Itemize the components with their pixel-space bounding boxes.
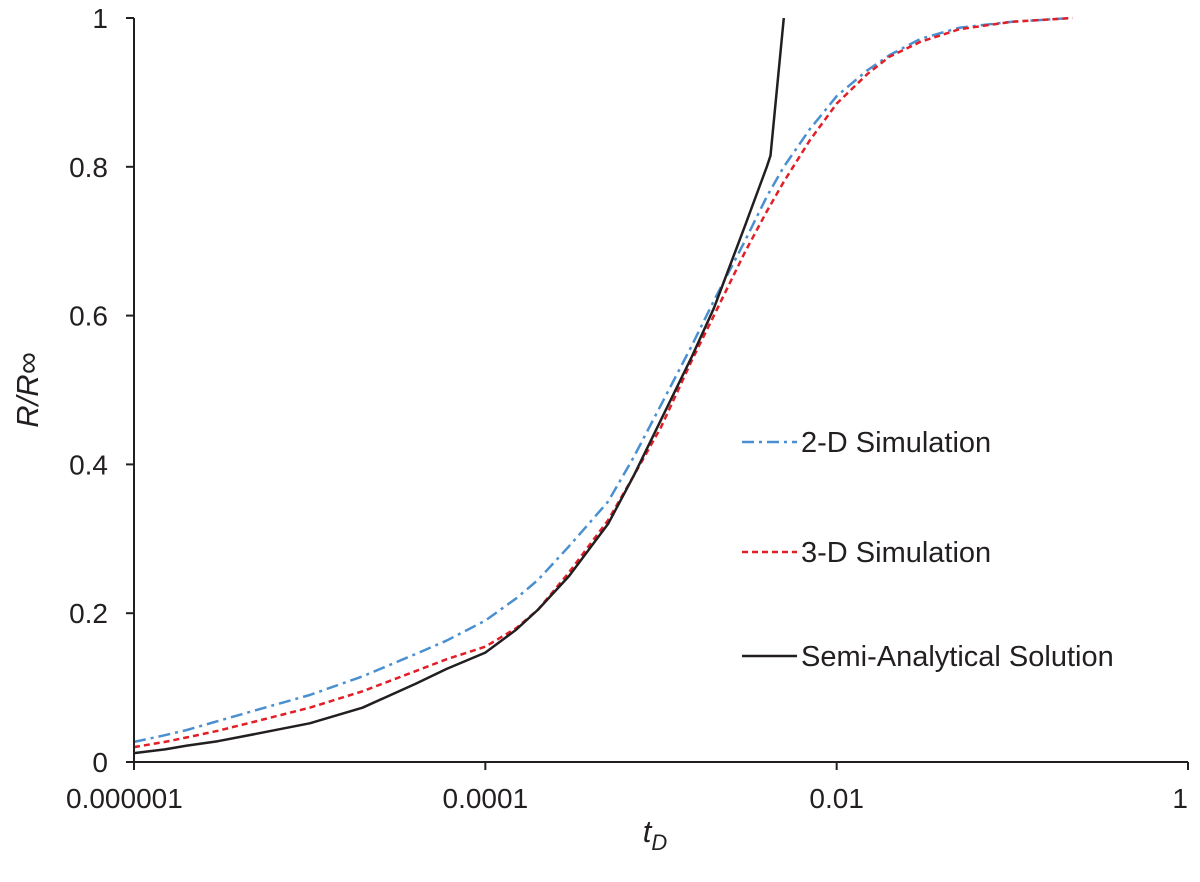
legend-label-3-d-simulation: 3-D Simulation — [801, 537, 991, 569]
legend-label-semi-analytical-solution: Semi-Analytical Solution — [801, 641, 1114, 673]
y-tick-label: 0.2 — [69, 598, 108, 629]
y-tick-label: 1 — [92, 3, 108, 34]
x-tick-label: 0.01 — [809, 783, 864, 814]
x-axis-title: tD — [643, 814, 668, 855]
series-3-d-simulation-line — [133, 16, 1073, 749]
y-tick-label: 0.6 — [69, 301, 108, 332]
plot-lines — [133, 16, 1073, 755]
y-tick-label: 0 — [92, 747, 108, 778]
x-tick-label: 0.0001 — [443, 783, 529, 814]
y-tick-label: 0.4 — [69, 449, 108, 480]
x-axis-title-main: t — [643, 814, 653, 849]
y-ticks: 0 0.2 0.4 0.6 0.8 1 — [69, 3, 134, 778]
y-tick-label: 0.8 — [69, 152, 108, 183]
legend: 2-D Simulation 3-D Simulation Semi-Analyti… — [742, 427, 1114, 673]
axes — [133, 18, 1188, 763]
x-tick-label: 0.000001 — [66, 783, 183, 814]
x-axis-title-subscript: D — [651, 830, 667, 855]
y-axis-title: R/R∞ — [10, 352, 45, 428]
series-semi-analytical-solution-line — [133, 17, 786, 755]
x-tick-label: 1 — [1172, 783, 1188, 814]
legend-label-2-d-simulation: 2-D Simulation — [801, 427, 991, 459]
series-2-d-simulation-line — [133, 16, 1073, 744]
x-ticks: 0.000001 0.0001 0.01 1 — [66, 762, 1189, 814]
